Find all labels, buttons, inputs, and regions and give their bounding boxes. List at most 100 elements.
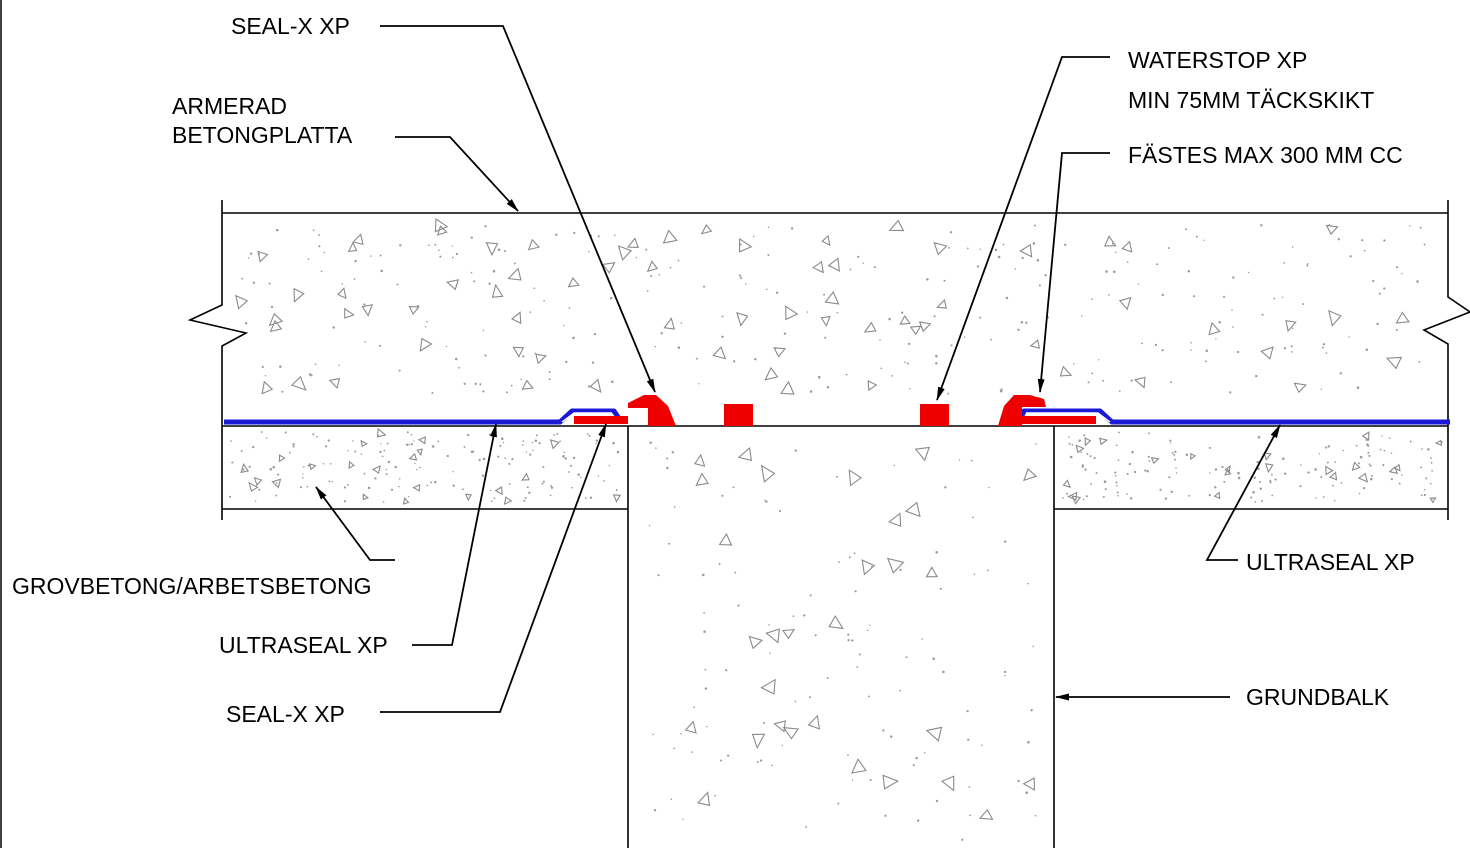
aggregate-dot xyxy=(482,457,486,461)
aggregate-dot xyxy=(347,483,349,486)
aggregate-dot xyxy=(1086,452,1089,456)
aggregate-dot xyxy=(1003,540,1007,543)
aggregate-dot xyxy=(891,375,894,377)
aggregate-dot xyxy=(300,486,303,489)
aggregate-dot xyxy=(398,485,400,488)
aggregate-mark xyxy=(782,727,800,740)
aggregate-dot xyxy=(615,489,618,491)
aggregate-dot xyxy=(324,445,328,448)
aggregate-dot xyxy=(354,259,357,263)
aggregate-dot xyxy=(868,695,871,698)
aggregate-dot xyxy=(967,738,970,741)
aggregate-dot xyxy=(434,480,437,484)
aggregate-dot xyxy=(1003,670,1007,674)
aggregate-mark xyxy=(867,379,878,392)
aggregate-dot xyxy=(1320,388,1323,390)
aggregate-dot xyxy=(660,332,663,335)
aggregate-dot xyxy=(1208,446,1211,449)
aggregate-dot xyxy=(1047,316,1050,319)
aggregate-dot xyxy=(1203,239,1205,242)
aggregate-dot xyxy=(935,362,938,365)
aggregate-dot xyxy=(1325,446,1328,449)
aggregate-dot xyxy=(258,488,261,491)
aggregate-dot xyxy=(854,590,857,593)
aggregate-dot xyxy=(1083,434,1086,437)
aggregate-dot xyxy=(1000,388,1003,391)
aggregate-mark xyxy=(760,678,776,695)
aggregate-dot xyxy=(889,735,893,738)
aggregate-dot xyxy=(553,434,555,436)
aggregate-dot xyxy=(1367,451,1370,454)
aggregate-dot xyxy=(809,696,811,699)
aggregate-dot xyxy=(405,443,409,447)
aggregate-dot xyxy=(670,798,673,801)
aggregate-dot xyxy=(564,457,567,460)
aggregate-dot xyxy=(416,468,418,471)
aggregate-dot xyxy=(1091,372,1094,375)
aggregate-dot xyxy=(1004,675,1006,677)
aggregate-dot xyxy=(338,364,340,367)
aggregate-dot xyxy=(1081,315,1083,317)
aggregate-mark xyxy=(371,465,381,475)
aggregate-dot xyxy=(1032,645,1034,648)
aggregate-mark xyxy=(1213,491,1221,500)
aggregate-dot xyxy=(1356,386,1360,389)
aggregate-dot xyxy=(275,228,279,232)
aggregate-dot xyxy=(398,478,401,480)
aggregate-dot xyxy=(522,355,525,358)
aggregate-dot xyxy=(257,252,261,256)
aggregate-dot xyxy=(437,440,439,443)
aggregate-dot xyxy=(1146,470,1149,473)
label-armerad-line2: BETONGPLATTA xyxy=(172,122,353,148)
aggregate-dot xyxy=(1087,381,1090,384)
aggregate-dot xyxy=(275,494,278,497)
aggregate-dot xyxy=(836,475,838,478)
aggregate-dot xyxy=(593,332,597,336)
aggregate-dot xyxy=(1232,276,1235,279)
aggregate-dot xyxy=(845,373,848,376)
aggregate-dot xyxy=(1368,463,1371,465)
aggregate-dot xyxy=(1170,490,1173,494)
aggregate-dot xyxy=(817,375,821,379)
aggregate-dot xyxy=(1342,449,1344,452)
aggregate-dot xyxy=(1283,347,1287,350)
aggregate-dot xyxy=(1409,440,1412,443)
aggregate-dot xyxy=(915,756,918,760)
aggregate-dot xyxy=(666,457,669,460)
aggregate-dot xyxy=(386,442,389,445)
aggregate-dot xyxy=(668,542,671,545)
aggregate-dot xyxy=(1215,338,1217,340)
aggregate-dot xyxy=(794,449,797,452)
aggregate-dot xyxy=(538,442,541,445)
aggregate-dot xyxy=(385,468,388,471)
aggregate-dot xyxy=(569,464,573,467)
aggregate-dot xyxy=(482,390,485,393)
aggregate-dot xyxy=(588,250,590,253)
aggregate-dot xyxy=(431,392,434,394)
aggregate-mark xyxy=(248,481,259,492)
aggregate-dot xyxy=(332,326,335,329)
aggregate-mark xyxy=(925,726,943,742)
aggregate-dot xyxy=(406,431,409,434)
aggregate-dot xyxy=(1259,487,1263,490)
aggregate-dot xyxy=(1128,462,1132,466)
aggregate-mark xyxy=(1133,376,1146,389)
aggregate-mark xyxy=(1264,463,1274,474)
aggregate-dot xyxy=(508,483,511,485)
aggregate-mark xyxy=(612,494,622,503)
aggregate-dot xyxy=(935,799,939,803)
aggregate-dot xyxy=(526,486,529,489)
aggregate-dot xyxy=(584,497,587,499)
concrete-texture xyxy=(229,217,1443,841)
aggregate-mark xyxy=(737,447,753,462)
aggregate-dot xyxy=(488,433,492,436)
aggregate-dot xyxy=(904,361,906,363)
aggregate-dot xyxy=(1261,313,1264,316)
aggregate-dot xyxy=(261,365,264,369)
aggregate-dot xyxy=(302,473,304,475)
aggregate-dot xyxy=(548,378,551,381)
aggregate-mark xyxy=(626,237,639,249)
aggregate-mark xyxy=(820,315,831,327)
aggregate-dot xyxy=(1409,225,1411,227)
aggregate-dot xyxy=(933,315,936,318)
